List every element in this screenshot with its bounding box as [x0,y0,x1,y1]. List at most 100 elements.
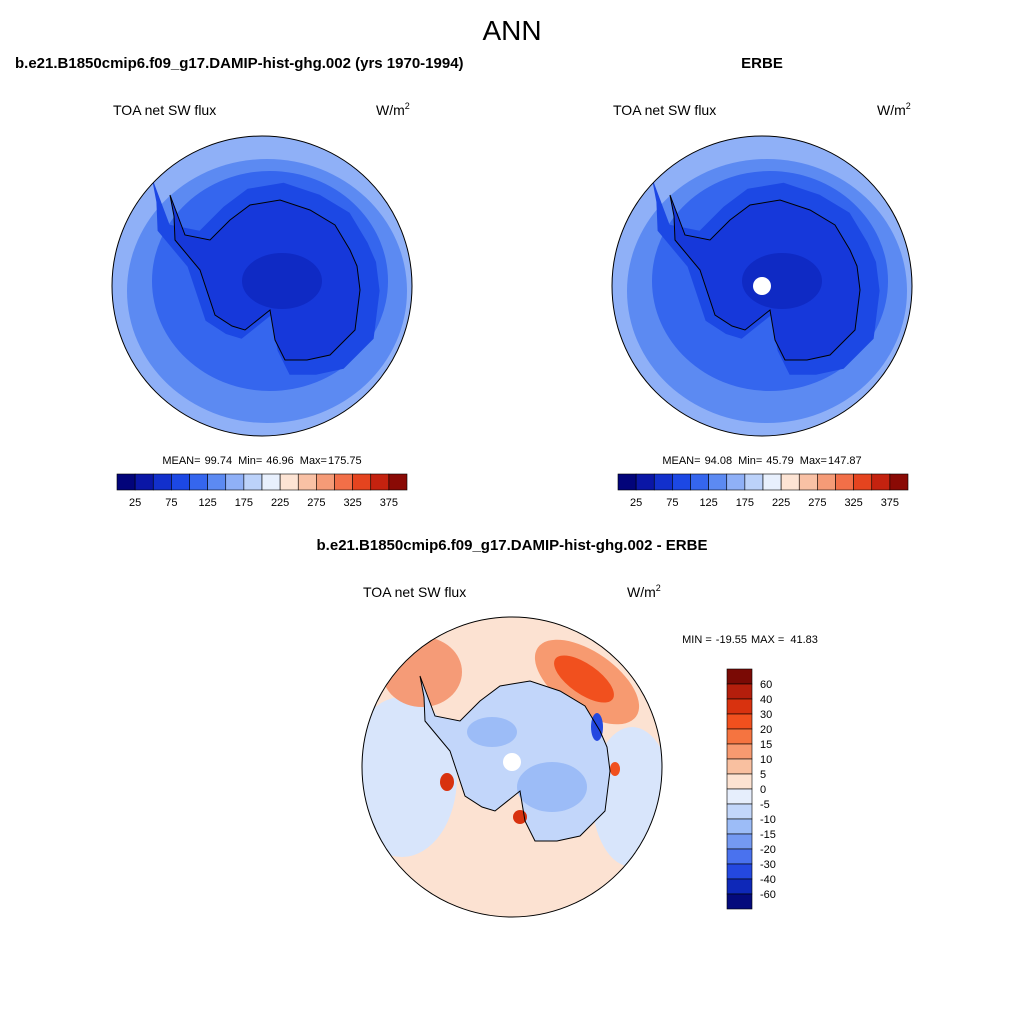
stat-value: 147.87 [828,455,862,467]
colorbar-box [116,473,136,491]
colorbar-box [617,473,637,491]
variable-label: TOA net SW flux [613,102,716,118]
stat-label: Max= [800,455,827,467]
colorbar-label: 40 [760,694,772,706]
colorbar-box [871,473,891,491]
coastline [669,194,861,361]
colorbar-box [370,473,390,491]
map-field [742,253,822,309]
map [112,136,412,436]
map-border [111,135,413,437]
colorbar-box [726,698,753,715]
colorbar-label: 0 [760,784,766,796]
panel-title: b.e21.B1850cmip6.f09_g17.DAMIP-hist-ghg.… [317,537,708,554]
colorbar-box [835,473,854,491]
colorbar-label: 75 [666,497,678,509]
colorbar-label: 20 [760,724,772,736]
colorbar-label: 175 [736,497,754,509]
panel-title: ERBE [741,55,783,72]
units-base: W/m [877,102,906,118]
stat-label: MEAN= [162,455,200,467]
colorbar-box [189,473,208,491]
map-field [610,762,620,776]
missing-data [753,277,771,295]
colorbar-label: 25 [630,497,642,509]
colorbar-box [279,473,299,491]
colorbar-box [780,473,800,491]
colorbar-box [726,833,753,850]
stat-label: MEAN= [662,455,700,467]
colorbar-box [726,683,753,700]
colorbar-box [261,473,281,491]
colorbar-box [726,668,753,685]
colorbar-box [388,473,408,491]
map-field [362,697,457,857]
stat-label: Min= [238,455,262,467]
colorbar-label: 25 [129,497,141,509]
colorbar-box [243,473,263,491]
figure-title: ANN [482,15,541,46]
units-label: W/m2 [376,101,410,118]
colorbar-label: -20 [760,844,776,856]
colorbar-label: 175 [235,497,253,509]
colorbar-box [726,863,753,880]
units-label: W/m2 [627,583,661,600]
missing-data [503,753,521,771]
colorbar-label: 375 [881,497,899,509]
units-label: W/m2 [877,101,911,118]
map-border [361,616,663,918]
colorbar-box [672,473,691,491]
map-field [467,717,517,747]
stat-value: 175.75 [328,455,362,467]
panel-title: b.e21.B1850cmip6.f09_g17.DAMIP-hist-ghg.… [15,55,464,72]
stat-label: Max= [300,455,327,467]
colorbar-box [207,473,227,491]
stat-label: MAX = [751,634,784,646]
colorbar-box [726,803,753,820]
colorbar-label: 60 [760,679,772,691]
map-field [440,773,454,791]
colorbar-label: 125 [699,497,717,509]
colorbar-label: -60 [760,889,776,901]
colorbar-box [726,848,753,865]
map [612,136,912,436]
stat-value: 46.96 [266,455,294,467]
map-field [517,762,587,812]
stats-line: MIN = -19.55 MAX = 41.83 [682,634,818,646]
colorbar-label: 10 [760,754,772,766]
stats-line: MEAN= 99.74 Min= 46.96 Max=175.75 [162,455,361,467]
colorbar-label: 125 [198,497,216,509]
colorbar-label: -40 [760,874,776,886]
colorbar-box [726,878,753,895]
colorbar-box [889,473,909,491]
colorbar-box [635,473,655,491]
map-field [591,713,603,741]
units-exponent: 2 [656,583,661,593]
colorbar-box [726,728,753,745]
colorbar-box [798,473,818,491]
colorbar-box [726,743,753,760]
stat-value: 94.08 [705,455,733,467]
colorbar-box [726,758,753,775]
colorbar-box [726,473,746,491]
colorbar-box [352,473,372,491]
stat-label: Min= [738,455,762,467]
stat-value: 45.79 [766,455,794,467]
coastline [419,675,611,842]
colorbar-box [297,473,317,491]
colorbar-label: 30 [760,709,772,721]
colorbar-box [726,818,753,835]
coastline [169,194,361,361]
colorbar-box [316,473,335,491]
colorbar-box [726,713,753,730]
variable-label: TOA net SW flux [363,584,466,600]
colorbar-label: 15 [760,739,772,751]
map [362,617,662,917]
colorbar-box [171,473,190,491]
colorbar-box [690,473,709,491]
colorbar-label: -5 [760,799,770,811]
colorbar-label: 325 [844,497,862,509]
colorbar-box [653,473,673,491]
